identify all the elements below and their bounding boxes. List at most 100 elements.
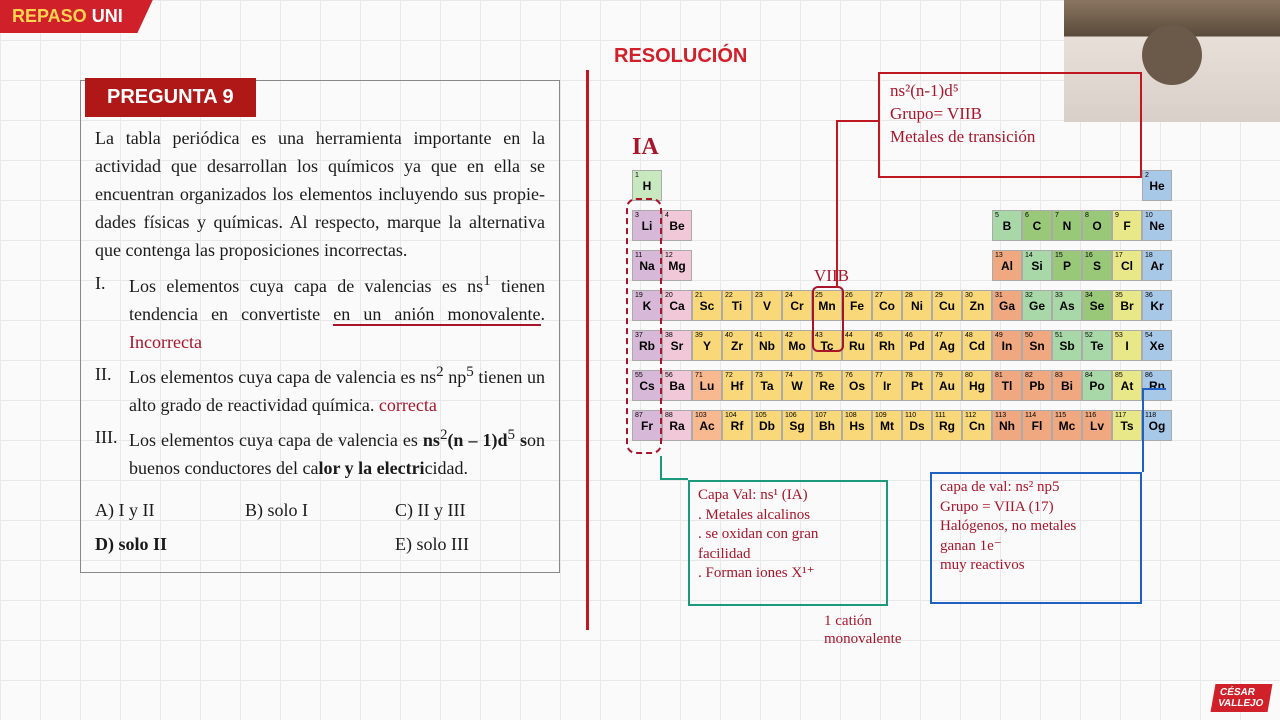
element-Db: 105Db bbox=[752, 410, 782, 441]
element-Rf: 104Rf bbox=[722, 410, 752, 441]
element-Zn: 30Zn bbox=[962, 290, 992, 321]
element-Nb: 41Nb bbox=[752, 330, 782, 361]
element-Mo: 42Mo bbox=[782, 330, 812, 361]
connector bbox=[660, 478, 688, 480]
opt-a: A) I y II bbox=[95, 497, 245, 525]
element-Lv: 116Lv bbox=[1082, 410, 1112, 441]
element-Cr: 24Cr bbox=[782, 290, 812, 321]
element-Og: 118Og bbox=[1142, 410, 1172, 441]
element-Hs: 108Hs bbox=[842, 410, 872, 441]
element-Sn: 50Sn bbox=[1022, 330, 1052, 361]
cation-label: 1 catiónmonovalente bbox=[824, 612, 901, 648]
element-Ge: 32Ge bbox=[1022, 290, 1052, 321]
element-Ni: 28Ni bbox=[902, 290, 932, 321]
element-V: 23V bbox=[752, 290, 782, 321]
banner-b: UNI bbox=[92, 6, 123, 26]
element-Ra: 88Ra bbox=[662, 410, 692, 441]
element-Cd: 48Cd bbox=[962, 330, 992, 361]
element-As: 33As bbox=[1052, 290, 1082, 321]
element-Co: 27Co bbox=[872, 290, 902, 321]
element-Ts: 117Ts bbox=[1112, 410, 1142, 441]
element-Al: 13Al bbox=[992, 250, 1022, 281]
divider-line bbox=[586, 70, 589, 630]
banner-a: REPASO bbox=[12, 6, 87, 26]
element-Au: 79Au bbox=[932, 370, 962, 401]
element-Ag: 47Ag bbox=[932, 330, 962, 361]
element-Ar: 18Ar bbox=[1142, 250, 1172, 281]
annotation-box-3: capa de val: ns² np5Grupo = VIIA (17)Hal… bbox=[930, 472, 1142, 604]
element-At: 85At bbox=[1112, 370, 1142, 401]
element-Rn: 86Rn bbox=[1142, 370, 1172, 401]
opt-e: E) solo III bbox=[395, 531, 545, 559]
element-Bh: 107Bh bbox=[812, 410, 842, 441]
element-I: 53I bbox=[1112, 330, 1142, 361]
element-Sg: 106Sg bbox=[782, 410, 812, 441]
element-P: 15P bbox=[1052, 250, 1082, 281]
element-Rh: 45Rh bbox=[872, 330, 902, 361]
logo: CÉSARVALLEJO bbox=[1210, 684, 1272, 712]
element-Mc: 115Mc bbox=[1052, 410, 1082, 441]
element-Si: 14Si bbox=[1022, 250, 1052, 281]
element-Ga: 31Ga bbox=[992, 290, 1022, 321]
item-3: III. Los elementos cuya capa de valencia… bbox=[95, 424, 545, 483]
element-Pd: 46Pd bbox=[902, 330, 932, 361]
element-F: 9F bbox=[1112, 210, 1142, 241]
element-Fl: 114Fl bbox=[1022, 410, 1052, 441]
element-Lu: 71Lu bbox=[692, 370, 722, 401]
element-Ac: 103Ac bbox=[692, 410, 722, 441]
element-Te: 52Te bbox=[1082, 330, 1112, 361]
element-He: 2He bbox=[1142, 170, 1172, 201]
element-Pb: 82Pb bbox=[1022, 370, 1052, 401]
question-intro: La tabla periódica es una herramienta im… bbox=[95, 125, 545, 264]
element-Cn: 112Cn bbox=[962, 410, 992, 441]
element-Hf: 72Hf bbox=[722, 370, 752, 401]
banner: REPASO UNI bbox=[0, 0, 153, 33]
element-Sb: 51Sb bbox=[1052, 330, 1082, 361]
label-viib: VIIB bbox=[814, 266, 849, 286]
element-B: 5B bbox=[992, 210, 1022, 241]
connector bbox=[836, 120, 838, 288]
question-title: PREGUNTA 9 bbox=[85, 78, 256, 117]
element-Ti: 22Ti bbox=[722, 290, 752, 321]
element-Se: 34Se bbox=[1082, 290, 1112, 321]
element-Br: 35Br bbox=[1112, 290, 1142, 321]
element-Ir: 77Ir bbox=[872, 370, 902, 401]
question-box: La tabla periódica es una herramienta im… bbox=[80, 80, 560, 573]
element-N: 7N bbox=[1052, 210, 1082, 241]
annotation-box-1: ns²(n-1)d⁵Grupo= VIIBMetales de transici… bbox=[878, 72, 1142, 178]
item-2: II. Los elementos cuya capa de valencia … bbox=[95, 361, 545, 420]
element-Ne: 10Ne bbox=[1142, 210, 1172, 241]
element-Mg: 12Mg bbox=[662, 250, 692, 281]
element-Kr: 36Kr bbox=[1142, 290, 1172, 321]
element-Ca: 20Ca bbox=[662, 290, 692, 321]
element-Os: 76Os bbox=[842, 370, 872, 401]
element-Po: 84Po bbox=[1082, 370, 1112, 401]
element-Sc: 21Sc bbox=[692, 290, 722, 321]
group1-highlight bbox=[626, 198, 662, 454]
element-Bi: 83Bi bbox=[1052, 370, 1082, 401]
element-Ba: 56Ba bbox=[662, 370, 692, 401]
element-Ru: 44Ru bbox=[842, 330, 872, 361]
element-Mt: 109Mt bbox=[872, 410, 902, 441]
element-C: 6C bbox=[1022, 210, 1052, 241]
element-S: 16S bbox=[1082, 250, 1112, 281]
element-H: 1H bbox=[632, 170, 662, 201]
opt-b: B) solo I bbox=[245, 497, 395, 525]
label-ia: IA bbox=[632, 134, 659, 161]
element-O: 8O bbox=[1082, 210, 1112, 241]
element-Y: 39Y bbox=[692, 330, 722, 361]
element-Cl: 17Cl bbox=[1112, 250, 1142, 281]
element-Re: 75Re bbox=[812, 370, 842, 401]
element-Zr: 40Zr bbox=[722, 330, 752, 361]
mn-highlight bbox=[812, 286, 844, 352]
element-Be: 4Be bbox=[662, 210, 692, 241]
element-In: 49In bbox=[992, 330, 1022, 361]
item-1: I. Los elementos cuya capa de valencias … bbox=[95, 270, 545, 357]
element-Sr: 38Sr bbox=[662, 330, 692, 361]
note-2: correcta bbox=[379, 395, 437, 415]
annotation-box-2: Capa Val: ns¹ (IA). Metales alcalinos. s… bbox=[688, 480, 888, 606]
element-Xe: 54Xe bbox=[1142, 330, 1172, 361]
element-Fe: 26Fe bbox=[842, 290, 872, 321]
element-Tl: 81Tl bbox=[992, 370, 1022, 401]
element-Cu: 29Cu bbox=[932, 290, 962, 321]
